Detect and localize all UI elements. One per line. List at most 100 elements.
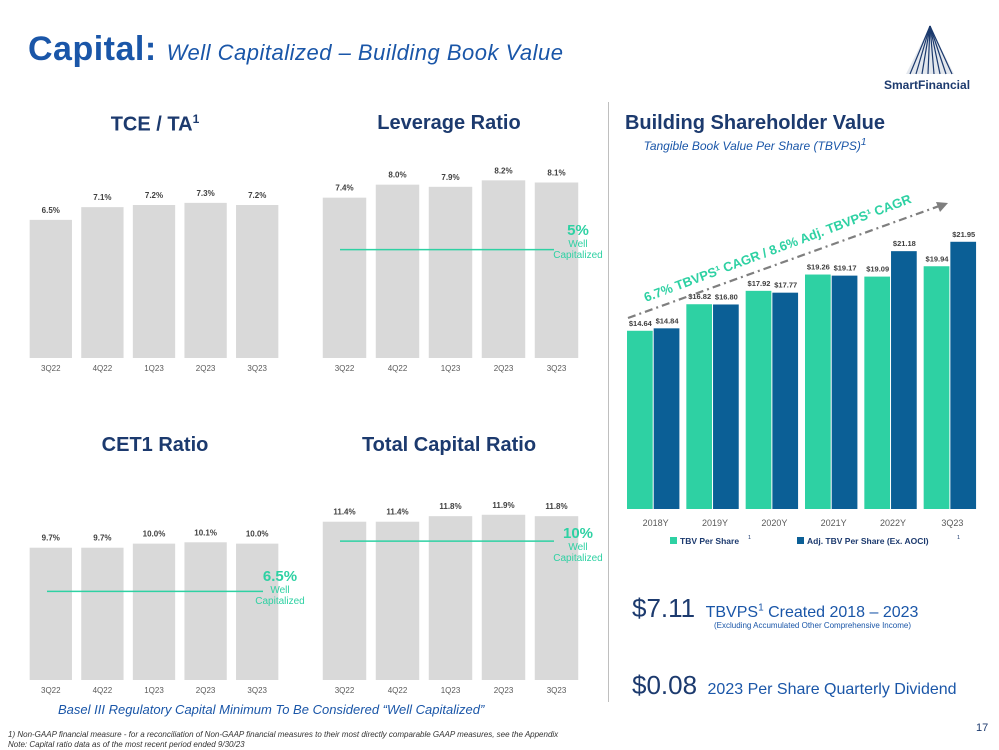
tbvps-tick-label: 3Q23 — [941, 518, 963, 528]
legend-label: TBV Per Share — [680, 536, 739, 546]
tbvps-data-label: $14.64 — [629, 319, 653, 328]
total-title: Total Capital Ratio — [361, 434, 537, 456]
tbvps-bar-tbv — [923, 266, 950, 509]
tbvps-created-rest: Created 2018 – 2023 — [768, 604, 919, 621]
total-threshold-pct: 10% — [562, 525, 594, 542]
tbvps-created-sup: 1 — [758, 602, 764, 614]
total-tick-label: 1Q23 — [441, 686, 461, 695]
tce-data-label: 7.2% — [248, 191, 266, 200]
tbvps-bar-adj — [891, 251, 917, 509]
tbvps-created-label-text: TBVPS — [705, 604, 759, 621]
tbvps-bar-adj — [713, 304, 739, 509]
cet1-threshold-label: 6.5% Well Capitalized — [250, 568, 310, 607]
tce-data-label: 7.2% — [145, 191, 163, 200]
tce-bar — [132, 205, 176, 358]
leverage-title: Leverage Ratio — [377, 112, 521, 134]
tbvps-created-label: TBVPS1 Created 2018 – 2023 — [705, 602, 919, 621]
tce-data-label: 6.5% — [42, 206, 60, 215]
cet1-tick-label: 3Q23 — [247, 686, 267, 695]
leverage-data-label: 8.1% — [547, 169, 565, 178]
legend-swatch — [670, 537, 677, 544]
shareholder-subtitle-text: Tangible Book Value Per Share (TBVPS) — [643, 139, 861, 153]
leverage-bar — [375, 184, 420, 358]
cagr-arrow-line — [627, 203, 943, 320]
tbvps-bar-adj — [950, 241, 977, 510]
slide-title: Capital: Well Capitalized – Building Boo… — [28, 30, 564, 69]
dividend-label: 2023 Per Share Quarterly Dividend — [707, 681, 957, 698]
tbvps-data-label: $14.84 — [656, 316, 680, 325]
total-tick-label: 2Q23 — [494, 686, 514, 695]
leverage-data-label: 8.0% — [388, 171, 406, 180]
total-bar — [481, 514, 526, 680]
cet1-threshold-text: Well Capitalized — [255, 585, 305, 607]
leverage-tick-label: 2Q23 — [494, 364, 514, 373]
leverage-tick-label: 3Q22 — [335, 364, 355, 373]
cet1-title: CET1 Ratio — [101, 434, 209, 456]
page-number: 17 — [976, 722, 989, 734]
tbvps-data-label: $16.80 — [715, 292, 738, 301]
tbvps-data-label: $19.26 — [807, 263, 830, 272]
leverage-bar — [428, 186, 473, 358]
cet1-data-label: 9.7% — [93, 534, 111, 543]
footnote-1: 1) Non-GAAP financial measure - for a re… — [8, 730, 559, 739]
tce-data-label: 7.3% — [196, 189, 214, 198]
brand-name: SmartFinancial — [884, 78, 971, 92]
footnote-2: Note: Capital ratio data as of the most … — [8, 740, 245, 749]
legend-label: Adj. TBV Per Share (Ex. AOCI) — [807, 536, 929, 546]
legend-sup: 1 — [748, 535, 751, 541]
leverage-bar — [481, 180, 526, 358]
tce-bar — [236, 205, 279, 358]
leverage-data-label: 8.2% — [494, 166, 512, 175]
leverage-tick-label: 3Q23 — [547, 364, 567, 373]
basel-note: Basel III Regulatory Capital Minimum To … — [58, 702, 485, 717]
brand-logo-icon — [906, 25, 954, 75]
tbvps-data-label: $19.94 — [926, 254, 950, 263]
cet1-tick-label: 2Q23 — [196, 686, 216, 695]
tbvps-created-stat: $7.11 TBVPS1 Created 2018 – 2023 — [632, 593, 918, 624]
tbvps-data-label: $19.09 — [866, 265, 889, 274]
tce-bar — [81, 207, 124, 358]
total-data-label: 11.9% — [492, 501, 514, 510]
leverage-bar — [322, 197, 367, 358]
tce-tick-label: 1Q23 — [144, 364, 164, 373]
cet1-bar — [81, 547, 124, 680]
cet1-bar — [29, 547, 72, 680]
slide-title-main: Capital: — [28, 30, 157, 68]
leverage-threshold-text: Well Capitalized — [553, 239, 603, 261]
tce-bar — [29, 219, 72, 358]
tce-title-sup: 1 — [192, 112, 200, 126]
legend-swatch — [797, 537, 804, 544]
tbvps-created-value: $7.11 — [632, 593, 696, 623]
tce-tick-label: 4Q22 — [93, 364, 113, 373]
tbvps-bar-adj — [772, 292, 799, 509]
cet1-bar — [132, 543, 176, 680]
cagr-arrow-head — [936, 202, 948, 212]
tbvps-data-label: $21.95 — [952, 230, 975, 239]
tbvps-data-label: $16.82 — [688, 292, 711, 301]
tbvps-bar-tbv — [745, 290, 772, 509]
vertical-divider — [608, 102, 609, 702]
total-data-label: 11.8% — [545, 502, 567, 511]
leverage-data-label: 7.4% — [335, 184, 353, 193]
total-bar — [534, 516, 579, 680]
tce-tick-label: 2Q23 — [196, 364, 216, 373]
total-threshold-label: 10% Well Capitalized — [548, 525, 608, 564]
tbvps-bar-tbv — [805, 274, 831, 509]
cet1-tick-label: 4Q22 — [93, 686, 113, 695]
tbvps-created-note: (Excluding Accumulated Other Comprehensi… — [714, 621, 911, 630]
leverage-threshold-pct: 5% — [567, 222, 589, 239]
cet1-bar — [236, 543, 279, 680]
tbvps-bar-tbv — [686, 304, 713, 509]
dividend-stat: $0.08 2023 Per Share Quarterly Dividend — [632, 670, 957, 701]
tbvps-bar-adj — [653, 328, 680, 509]
tce-tick-label: 3Q23 — [247, 364, 267, 373]
tbvps-bar-tbv — [627, 330, 653, 509]
cet1-data-label: 9.7% — [42, 534, 60, 543]
shareholder-subtitle-sup: 1 — [860, 137, 867, 148]
leverage-tick-label: 1Q23 — [441, 364, 461, 373]
cet1-tick-label: 1Q23 — [144, 686, 164, 695]
total-bar — [428, 516, 473, 680]
dividend-value: $0.08 — [632, 670, 698, 700]
cet1-tick-label: 3Q22 — [41, 686, 61, 695]
tbvps-bar-tbv — [864, 276, 891, 509]
